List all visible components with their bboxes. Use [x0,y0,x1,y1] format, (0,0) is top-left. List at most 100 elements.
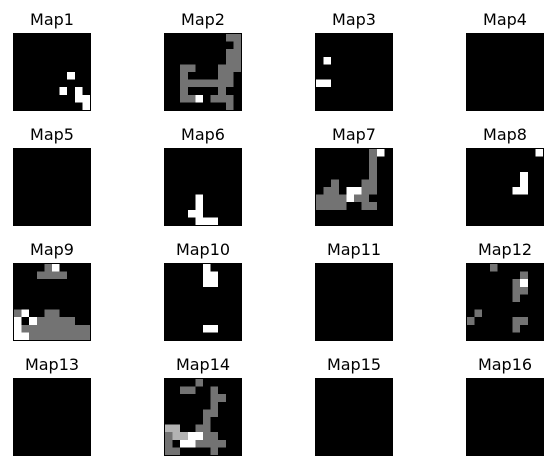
heatmap-cell [180,387,188,395]
heatmap-cell [188,387,196,395]
panel-title-16: Map16 [446,355,555,377]
heatmap-7 [315,148,393,226]
heatmap-cell [324,195,332,203]
heatmap-panel-7: Map7 [315,125,393,225]
heatmap-cell [520,317,528,325]
heatmap-panel-1: Map1 [13,10,91,110]
heatmap-cell [369,202,377,210]
heatmap-cell [165,432,173,440]
heatmap-12 [466,263,544,341]
heatmap-cell [14,317,22,325]
heatmap-cell [520,172,528,180]
heatmap-cell [52,317,60,325]
panel-title-5: Map5 [0,125,111,147]
heatmap-cell [203,432,211,440]
heatmap-cell [226,49,234,57]
heatmap-cell [226,80,234,88]
heatmap-cell [75,332,83,340]
heatmap-cell [467,317,475,325]
heatmap-cell [165,440,173,448]
heatmap-cell [369,149,377,157]
heatmap-cell [60,332,68,340]
heatmap-cell [203,417,211,425]
heatmap-cell [513,187,521,195]
heatmap-cell [203,409,211,417]
heatmap-4 [466,33,544,111]
heatmap-10 [164,263,242,341]
heatmap-cell [82,332,90,340]
heatmap-cell [52,272,60,280]
heatmap-cell [203,80,211,88]
heatmap-cell [180,64,188,72]
heatmap-cell [173,432,181,440]
heatmap-cell [369,187,377,195]
heatmap-cell [226,102,234,110]
heatmap-background [467,149,543,225]
heatmap-cell [180,72,188,80]
panel-title-4: Map4 [446,10,555,32]
heatmap-cell [233,57,241,65]
heatmap-background [467,34,543,110]
heatmap-cell [67,72,75,80]
panel-title-13: Map13 [0,355,111,377]
heatmap-cell [195,202,203,210]
heatmap-cell [211,387,219,395]
heatmap-cell [520,272,528,280]
heatmap-cell [324,80,332,88]
heatmap-cell [22,310,30,318]
heatmap-cell [520,279,528,287]
heatmap-cell [203,279,211,287]
heatmap-cell [369,164,377,172]
heatmap-cell [211,402,219,410]
heatmap-cell [211,95,219,103]
heatmap-cell [226,57,234,65]
heatmap-cell [513,325,521,333]
panel-title-11: Map11 [295,240,413,262]
heatmap-cell [369,172,377,180]
heatmap-cell [339,202,347,210]
heatmap-cell [195,379,203,387]
heatmap-16 [466,378,544,456]
heatmap-cell [44,272,52,280]
heatmap-6 [164,148,242,226]
heatmap-cell [331,187,339,195]
heatmap-cell [513,317,521,325]
heatmap-cell [60,272,68,280]
heatmap-cell [203,325,211,333]
heatmap-cell [195,195,203,203]
heatmap-cell [211,279,219,287]
heatmap-cell [211,447,219,455]
heatmap-cell [37,332,45,340]
heatmap-cell [362,202,370,210]
heatmap-cell [22,332,30,340]
heatmap-cell [369,179,377,187]
heatmap-cell [60,317,68,325]
heatmap-cell [37,272,45,280]
heatmap-cell [211,440,219,448]
heatmap-cell [180,80,188,88]
heatmap-panel-2: Map2 [164,10,242,110]
heatmap-cell [362,187,370,195]
heatmap-cell [22,325,30,333]
heatmap-cell [211,394,219,402]
heatmap-cell [75,87,83,95]
heatmap-cell [233,64,241,72]
heatmap-cell [75,95,83,103]
heatmap-cell [29,317,37,325]
heatmap-panel-9: Map9 [13,240,91,340]
heatmap-cell [52,332,60,340]
heatmap-cell [354,187,362,195]
panel-title-7: Map7 [295,125,413,147]
heatmap-cell [218,64,226,72]
heatmap-cell [346,195,354,203]
heatmap-cell [316,80,324,88]
heatmap-cell [203,217,211,225]
heatmap-cell [188,440,196,448]
heatmap-cell [14,325,22,333]
heatmap-cell [324,57,332,65]
heatmap-cell [520,187,528,195]
heatmap-cell [29,325,37,333]
heatmap-cell [362,195,370,203]
heatmap-cell [203,425,211,433]
panel-title-3: Map3 [295,10,413,32]
